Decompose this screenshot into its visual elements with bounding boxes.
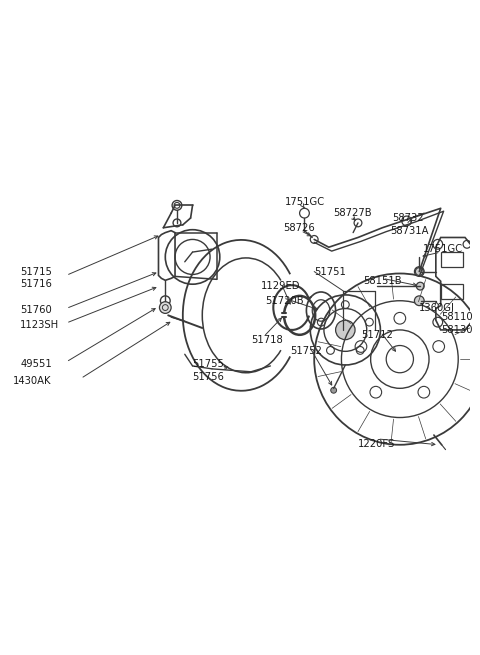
Text: 1751GC: 1751GC: [285, 197, 325, 208]
Text: 1220FS: 1220FS: [358, 439, 395, 449]
Text: 51720B: 51720B: [265, 296, 304, 306]
Text: 58731A: 58731A: [390, 226, 429, 236]
Text: 58726: 58726: [283, 223, 315, 233]
Text: 58110: 58110: [441, 312, 472, 322]
Text: 51716: 51716: [20, 279, 52, 290]
Text: 51752: 51752: [290, 346, 322, 356]
Text: 58130: 58130: [441, 325, 472, 335]
Text: 1360GJ: 1360GJ: [420, 303, 455, 312]
Circle shape: [414, 296, 424, 306]
Text: 51755: 51755: [192, 359, 225, 369]
Text: 51715: 51715: [20, 267, 52, 276]
Text: 1430AK: 1430AK: [12, 375, 51, 386]
Circle shape: [414, 267, 424, 276]
Circle shape: [416, 282, 424, 290]
Text: 51760: 51760: [20, 305, 52, 316]
Circle shape: [159, 302, 171, 313]
Circle shape: [331, 387, 336, 393]
Text: 49551: 49551: [20, 359, 52, 369]
Text: 58727B: 58727B: [334, 208, 372, 218]
Text: 58151B: 58151B: [363, 276, 401, 286]
Circle shape: [336, 320, 355, 340]
Text: 1123SH: 1123SH: [20, 320, 60, 330]
Text: 51712: 51712: [361, 330, 393, 340]
Text: 1751GC: 1751GC: [423, 244, 463, 254]
Text: 51718: 51718: [251, 335, 283, 345]
Text: 58732: 58732: [392, 213, 424, 223]
Text: 1129ED: 1129ED: [261, 281, 300, 291]
Text: 51751: 51751: [314, 267, 346, 276]
Text: 51756: 51756: [192, 371, 225, 382]
